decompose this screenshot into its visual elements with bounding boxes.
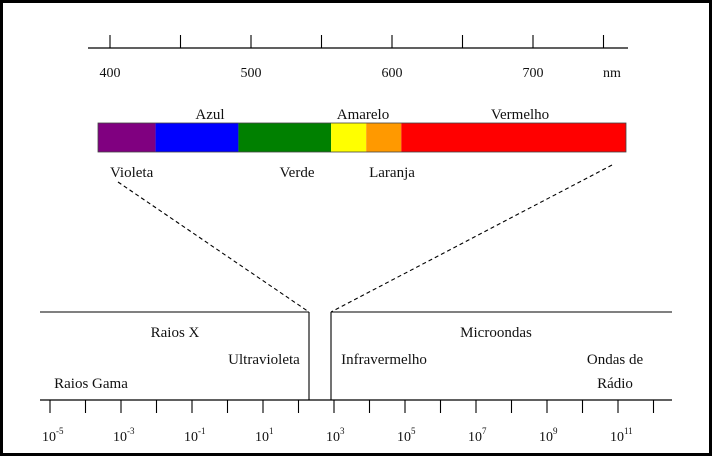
- projection-line-right: [330, 164, 613, 313]
- region-raios-gama: Raios Gama: [54, 376, 128, 392]
- color-band-red: [401, 123, 626, 152]
- spectrum-tick-label--1: 10-1: [184, 426, 206, 445]
- color-band-violet: [98, 123, 156, 152]
- label-violeta: Violeta: [110, 165, 154, 181]
- visible-axis-labels: 400 500 600 700: [100, 66, 544, 81]
- visible-tick-label-400: 400: [100, 66, 121, 81]
- visible-tick-label-600: 600: [382, 66, 403, 81]
- color-band-yellow: [331, 123, 367, 152]
- label-azul: Azul: [195, 107, 224, 123]
- region-ondas-de-radio-line2: Rádio: [597, 376, 633, 392]
- color-band-green: [238, 123, 332, 152]
- color-band-blue: [155, 123, 239, 152]
- label-vermelho: Vermelho: [491, 107, 549, 123]
- spectrum-tick-label-7: 107: [468, 426, 487, 445]
- region-raios-x: Raios X: [151, 325, 200, 341]
- visible-tick-label-700: 700: [523, 66, 544, 81]
- spectrum-axis-labels: 10-5 10-3 10-1 101 103 105 107 109 1011: [42, 426, 633, 445]
- label-verde: Verde: [280, 165, 315, 181]
- visible-axis-ticks: [109, 35, 605, 48]
- spectrum-tick-label-11: 1011: [610, 426, 633, 445]
- region-ondas-de-radio-line1: Ondas de: [587, 352, 644, 368]
- label-amarelo: Amarelo: [337, 107, 389, 123]
- spectrum-tick-label-1: 101: [255, 426, 274, 445]
- region-microondas: Microondas: [460, 325, 532, 341]
- spectrum-tick-label--3: 10-3: [113, 426, 135, 445]
- electromagnetic-spectrum-diagram: 400 500 600 700 nm Azul Amarelo Vermelho Vi…: [40, 35, 672, 445]
- label-laranja: Laranja: [369, 165, 415, 181]
- color-bar: [98, 123, 626, 152]
- color-bar-outline: [97, 122, 627, 153]
- spectrum-tick-label--5: 10-5: [42, 426, 64, 445]
- unit-label-nm: nm: [603, 66, 621, 81]
- visible-wavelength-axis: 400 500 600 700 nm: [88, 35, 628, 81]
- region-ultravioleta: Ultravioleta: [228, 352, 300, 368]
- color-band-orange: [366, 123, 402, 152]
- spectrum-tick-label-3: 103: [326, 426, 345, 445]
- region-infravermelho: Infravermelho: [341, 352, 427, 368]
- spectrum-axis-ticks: [49, 400, 655, 413]
- visible-tick-label-500: 500: [241, 66, 262, 81]
- spectrum-tick-label-9: 109: [539, 426, 558, 445]
- projection-line-left: [117, 181, 310, 313]
- spectrum-tick-label-5: 105: [397, 426, 416, 445]
